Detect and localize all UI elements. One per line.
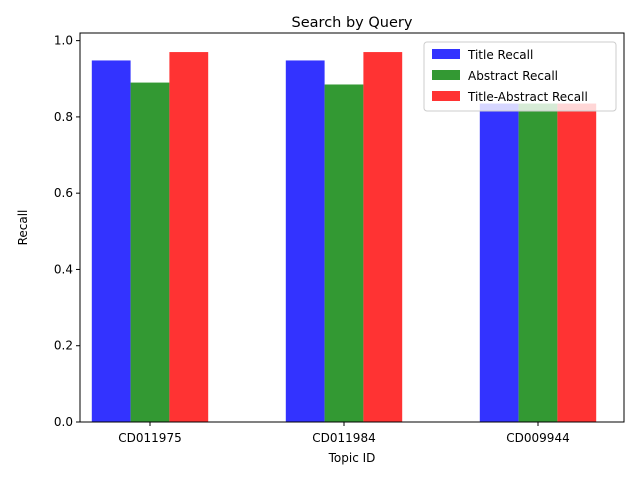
legend-label: Title Recall (467, 48, 533, 62)
x-axis-label: Topic ID (328, 451, 376, 465)
bar-abstract-recall-cd011984 (324, 84, 364, 422)
y-ticks-group: 0.0 0.2 0.4 0.6 0.8 1.0 (54, 34, 80, 429)
x-tick-label: CD011975 (118, 431, 181, 445)
chart-title: Search by Query (292, 15, 413, 31)
legend: Title Recall Abstract Recall Title-Abstrac… (423, 41, 617, 112)
legend-swatch (432, 49, 460, 59)
y-axis-label: Recall (16, 210, 30, 246)
bar-title-recall-cd011984 (285, 60, 325, 422)
x-ticks-group: CD011975 CD011984 CD009944 (118, 422, 570, 445)
legend-swatch (432, 91, 460, 101)
bar-title-recall-cd009944 (479, 103, 519, 422)
legend-swatch (432, 70, 460, 80)
legend-box (423, 41, 617, 112)
bar-abstract-recall-cd011975 (130, 82, 170, 422)
y-tick-label: 1.0 (54, 34, 73, 48)
x-tick-label: CD009944 (506, 431, 569, 445)
y-tick-label: 0.6 (54, 186, 73, 200)
y-tick-label: 0.4 (54, 262, 73, 276)
bar-abstract-recall-cd009944 (518, 103, 558, 422)
bar-title-recall-cd011975 (91, 60, 131, 422)
bar-title-abstract-recall-cd011975 (169, 52, 209, 422)
y-tick-label: 0.0 (54, 415, 73, 429)
y-tick-label: 0.8 (54, 110, 73, 124)
bars-group (91, 52, 597, 422)
legend-label: Abstract Recall (468, 69, 558, 83)
bar-title-abstract-recall-cd009944 (557, 103, 597, 422)
axes-frame (79, 32, 625, 423)
x-tick-label: CD011984 (312, 431, 375, 445)
legend-label: Title-Abstract Recall (467, 90, 588, 104)
bar-title-abstract-recall-cd011984 (363, 52, 403, 422)
y-tick-label: 0.2 (54, 339, 73, 353)
